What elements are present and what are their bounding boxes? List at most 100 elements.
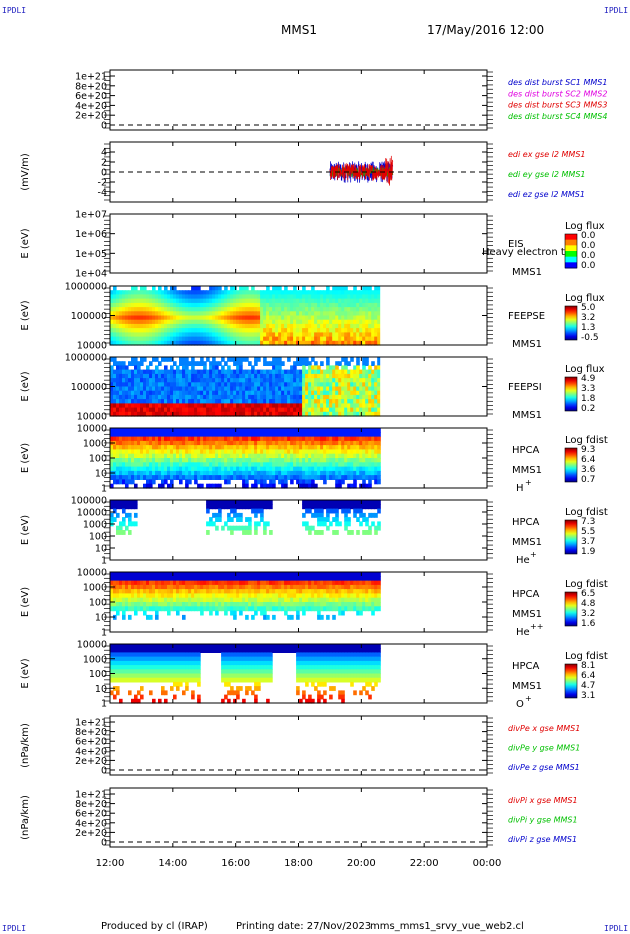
spectrogram-cell: [131, 466, 135, 472]
spectrogram-cell: [230, 286, 234, 291]
spectrogram-cell: [191, 315, 195, 321]
spectrogram-cell: [191, 290, 195, 295]
spectrogram-cell: [173, 332, 177, 338]
spectrogram-cell: [125, 399, 129, 404]
spectrogram-cell: [236, 394, 240, 400]
spectrogram-cell: [116, 336, 120, 342]
spectrogram-cell: [242, 323, 246, 329]
spectrogram-cell: [134, 373, 138, 379]
spectrogram-cell: [353, 340, 357, 346]
spectrogram-cell: [230, 307, 234, 312]
spectrogram-cell: [116, 340, 120, 346]
spectrogram-cell: [227, 602, 231, 607]
spectrogram-cell: [143, 340, 147, 346]
spectrogram-cell: [131, 436, 135, 442]
spectrogram-cell: [128, 369, 132, 375]
spectrogram-cell: [149, 411, 153, 417]
spectrogram-cell: [350, 394, 354, 400]
spectrogram-cell: [194, 606, 198, 612]
spectrogram-cell: [377, 373, 381, 379]
corner-label-top-right: IPDLI: [604, 6, 629, 15]
spectrogram-cell: [170, 399, 174, 404]
spectrogram-cell: [215, 403, 219, 409]
spectrogram-cell: [359, 315, 363, 321]
spectrogram-cell: [353, 508, 357, 514]
spectrogram-cell: [281, 589, 285, 594]
spectrogram-cell: [320, 517, 324, 522]
spectrogram-cell: [197, 373, 201, 379]
spectrogram-cell: [359, 323, 363, 329]
spectrogram-cell: [197, 336, 201, 342]
spectrogram-cell: [206, 584, 210, 590]
spectrogram-cell: [275, 394, 279, 400]
spectrogram-cell: [206, 508, 210, 514]
spectrogram-cell: [356, 340, 360, 346]
spectrogram-cell: [176, 403, 180, 409]
spectrogram-cell: [218, 369, 222, 375]
spectrogram-cell: [119, 440, 123, 446]
spectrogram-cell: [119, 399, 123, 404]
spectrogram-cell: [125, 307, 129, 312]
spectrogram-cell: [113, 357, 117, 362]
y-axis-label: E (eV): [20, 228, 31, 258]
spectrogram-cell: [236, 440, 240, 446]
spacecraft-label: MMS1: [512, 339, 542, 350]
spectrogram-cell: [254, 458, 258, 463]
spectrogram-cell: [305, 483, 309, 489]
spectrogram-cell: [149, 614, 153, 620]
spectrogram-cell: [317, 436, 321, 442]
spectrogram-cell: [125, 584, 129, 590]
spectrogram-cell: [332, 449, 336, 455]
spectrogram-cell: [374, 332, 378, 338]
spectrogram-cell: [176, 572, 180, 577]
spectrogram-cell: [335, 445, 339, 450]
spectrogram-cell: [170, 449, 174, 455]
spectrogram-cell: [179, 432, 183, 438]
spectrogram-cell: [113, 449, 117, 455]
spectrogram-cell: [269, 440, 273, 446]
spectrogram-cell: [233, 449, 237, 455]
spectrogram-cell: [254, 298, 258, 304]
spectrogram-cell: [161, 428, 165, 433]
spectrogram-cell: [188, 576, 192, 582]
spectrogram-cell: [320, 340, 324, 346]
spectrogram-cell: [128, 378, 132, 383]
spectrogram-cell: [311, 606, 315, 612]
spectrogram-cell: [158, 361, 162, 366]
spectrogram-cell: [233, 580, 237, 586]
spectrogram-cell: [122, 453, 126, 459]
spectrogram-cell: [188, 340, 192, 346]
spectrogram-cell: [248, 453, 252, 459]
spectrogram-cell: [179, 436, 183, 442]
spectrogram-cell: [272, 614, 276, 620]
spectrogram-cell: [155, 462, 159, 468]
spectrogram-cell: [272, 394, 276, 400]
spectrogram-cell: [362, 286, 366, 291]
spectrogram-cell: [209, 298, 213, 304]
spectrogram-cell: [128, 373, 132, 379]
spectrogram-cell: [260, 378, 264, 383]
spectrogram-cell: [254, 589, 258, 594]
spectrogram-cell: [296, 340, 300, 346]
spectrogram-cell: [365, 475, 369, 480]
spectrogram-cell: [245, 428, 249, 433]
spectrogram-cell: [323, 382, 327, 388]
spectrogram-cell: [329, 521, 333, 527]
spectrogram-cell: [374, 399, 378, 404]
spectrogram-cell: [230, 378, 234, 383]
spectrogram-cell: [194, 315, 198, 321]
spectrogram-cell: [185, 470, 189, 476]
spectrogram-cell: [173, 572, 177, 577]
spectrogram-cell: [176, 390, 180, 396]
spectrogram-cell: [122, 390, 126, 396]
spectrogram-cell: [266, 328, 270, 333]
spectrogram-cell: [323, 470, 327, 476]
spectrogram-cell: [263, 340, 267, 346]
spectrogram-cell: [209, 319, 213, 325]
spectrogram-cell: [173, 373, 177, 379]
spectrogram-cell: [293, 475, 297, 480]
spectrogram-cell: [191, 593, 195, 599]
spectrogram-cell: [116, 602, 120, 607]
spectrogram-cell: [374, 470, 378, 476]
spectrogram-cell: [182, 403, 186, 409]
